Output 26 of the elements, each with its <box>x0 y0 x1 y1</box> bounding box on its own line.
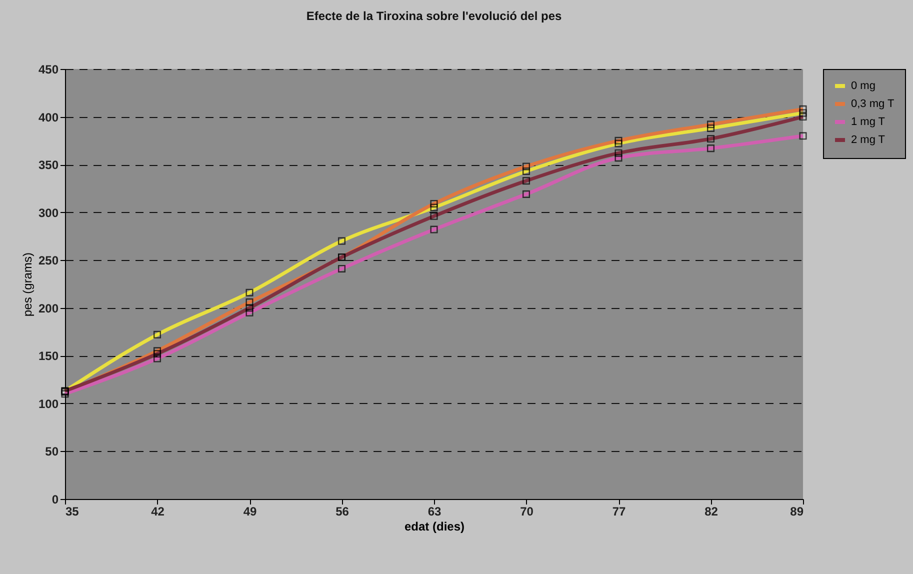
x-tick-label: 77 <box>612 504 626 518</box>
legend-label: 0 mg <box>851 80 876 92</box>
y-tick-label: 150 <box>38 349 59 364</box>
y-tick-label: 300 <box>38 206 59 220</box>
legend-label: 1 mg T <box>851 116 886 128</box>
x-tick-label: 49 <box>243 504 257 518</box>
y-tick-label: 50 <box>45 444 59 459</box>
y-tick-label: 250 <box>38 254 59 268</box>
y-tick-label: 350 <box>38 158 59 172</box>
legend-label: 2 mg T <box>851 134 886 146</box>
x-axis-title: edat (dies) <box>404 520 465 534</box>
x-tick-label: 89 <box>790 504 804 518</box>
y-tick-label: 200 <box>38 301 59 316</box>
legend-label: 0,3 mg T <box>851 98 894 110</box>
x-tick-label: 70 <box>520 504 534 518</box>
y-tick-label: 400 <box>38 110 59 124</box>
x-tick-label: 35 <box>66 504 80 518</box>
y-tick-label: 100 <box>38 396 59 411</box>
x-tick-label: 42 <box>151 504 165 518</box>
x-tick-label: 63 <box>428 504 442 518</box>
chart-title: Efecte de la Tiroxina sobre l'evolució del pes <box>306 9 562 23</box>
x-tick-label: 82 <box>704 504 718 518</box>
y-tick-label: 450 <box>38 62 59 76</box>
y-tick-label: 0 <box>52 492 59 506</box>
y-axis-title: pes (grams) <box>20 252 34 317</box>
x-tick-label: 56 <box>336 504 350 518</box>
